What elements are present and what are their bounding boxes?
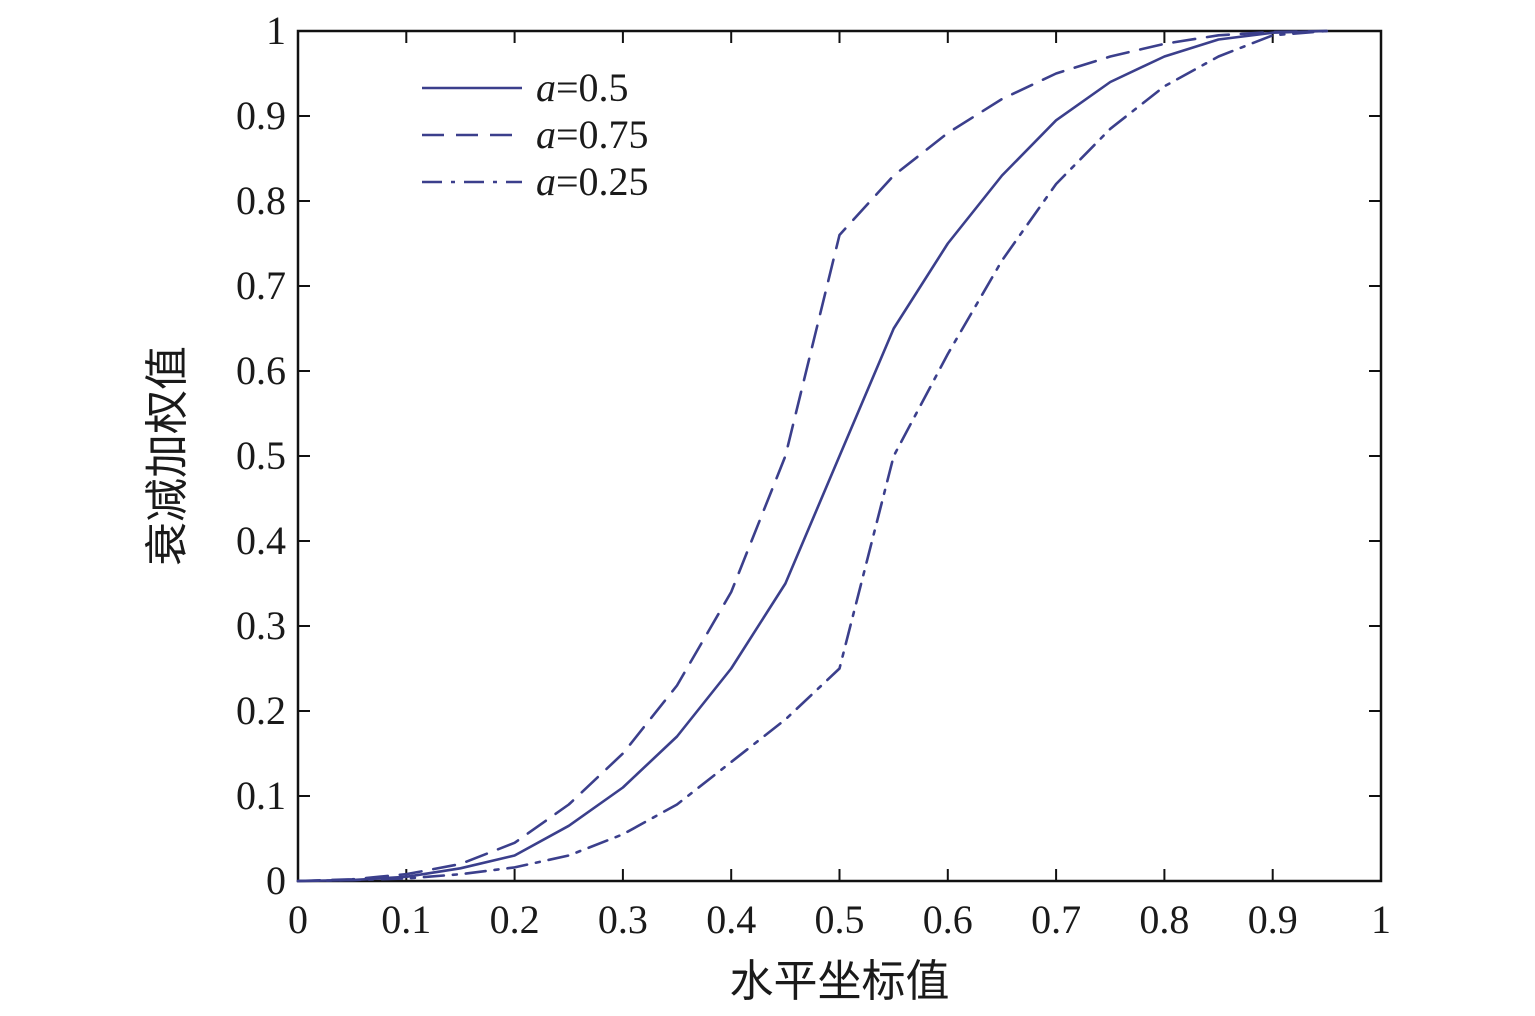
y-tick-label: 0.6 bbox=[236, 348, 286, 393]
x-axis-title: 水平坐标值 bbox=[730, 956, 950, 1007]
y-tick-label: 0.1 bbox=[236, 773, 286, 818]
legend-var: a bbox=[536, 112, 556, 157]
legend-var: a bbox=[536, 159, 556, 204]
x-tick-label: 0 bbox=[288, 897, 308, 942]
x-tick-label: 0.5 bbox=[815, 897, 865, 942]
y-tick-label: 0.8 bbox=[236, 178, 286, 223]
axis-ticks: 0 0.1 0.2 0.3 0.4 0.5 0.6 0.7 0.8 0.9 1 0 0.1 0.2 0.3 0… bbox=[236, 8, 1391, 942]
legend-value: =0.5 bbox=[556, 65, 629, 110]
legend-label: a=0.5 bbox=[536, 65, 629, 110]
legend: a=0.5a=0.75a=0.25 bbox=[422, 65, 649, 204]
legend-var: a bbox=[536, 65, 556, 110]
y-tick-label: 0.9 bbox=[236, 93, 286, 138]
x-tick-label: 0.2 bbox=[490, 897, 540, 942]
legend-value: =0.25 bbox=[556, 159, 649, 204]
legend-label: a=0.75 bbox=[536, 112, 649, 157]
y-tick-label: 0 bbox=[266, 858, 286, 903]
y-tick-label: 0.2 bbox=[236, 688, 286, 733]
series-line-1 bbox=[296, 29, 1329, 883]
x-tick-label: 0.7 bbox=[1031, 897, 1081, 942]
x-tick-label: 0.9 bbox=[1248, 897, 1298, 942]
x-tick-label: 0.3 bbox=[598, 897, 648, 942]
x-tick-label: 1 bbox=[1371, 897, 1391, 942]
series-lines bbox=[296, 29, 1329, 883]
y-axis-title: 衰减加权值 bbox=[142, 346, 193, 566]
x-tick-label: 0.8 bbox=[1139, 897, 1189, 942]
x-tick-label: 0.6 bbox=[923, 897, 973, 942]
y-tick-label: 0.3 bbox=[236, 603, 286, 648]
legend-value: =0.75 bbox=[556, 112, 649, 157]
y-tick-label: 0.5 bbox=[236, 433, 286, 478]
y-tick-label: 0.7 bbox=[236, 263, 286, 308]
x-tick-label: 0.4 bbox=[706, 897, 756, 942]
series-line-0 bbox=[296, 29, 1329, 883]
x-tick-label: 0.1 bbox=[381, 897, 431, 942]
y-tick-label: 1 bbox=[266, 8, 286, 53]
legend-label: a=0.25 bbox=[536, 159, 649, 204]
series-line-2 bbox=[296, 29, 1329, 883]
y-tick-label: 0.4 bbox=[236, 518, 286, 563]
